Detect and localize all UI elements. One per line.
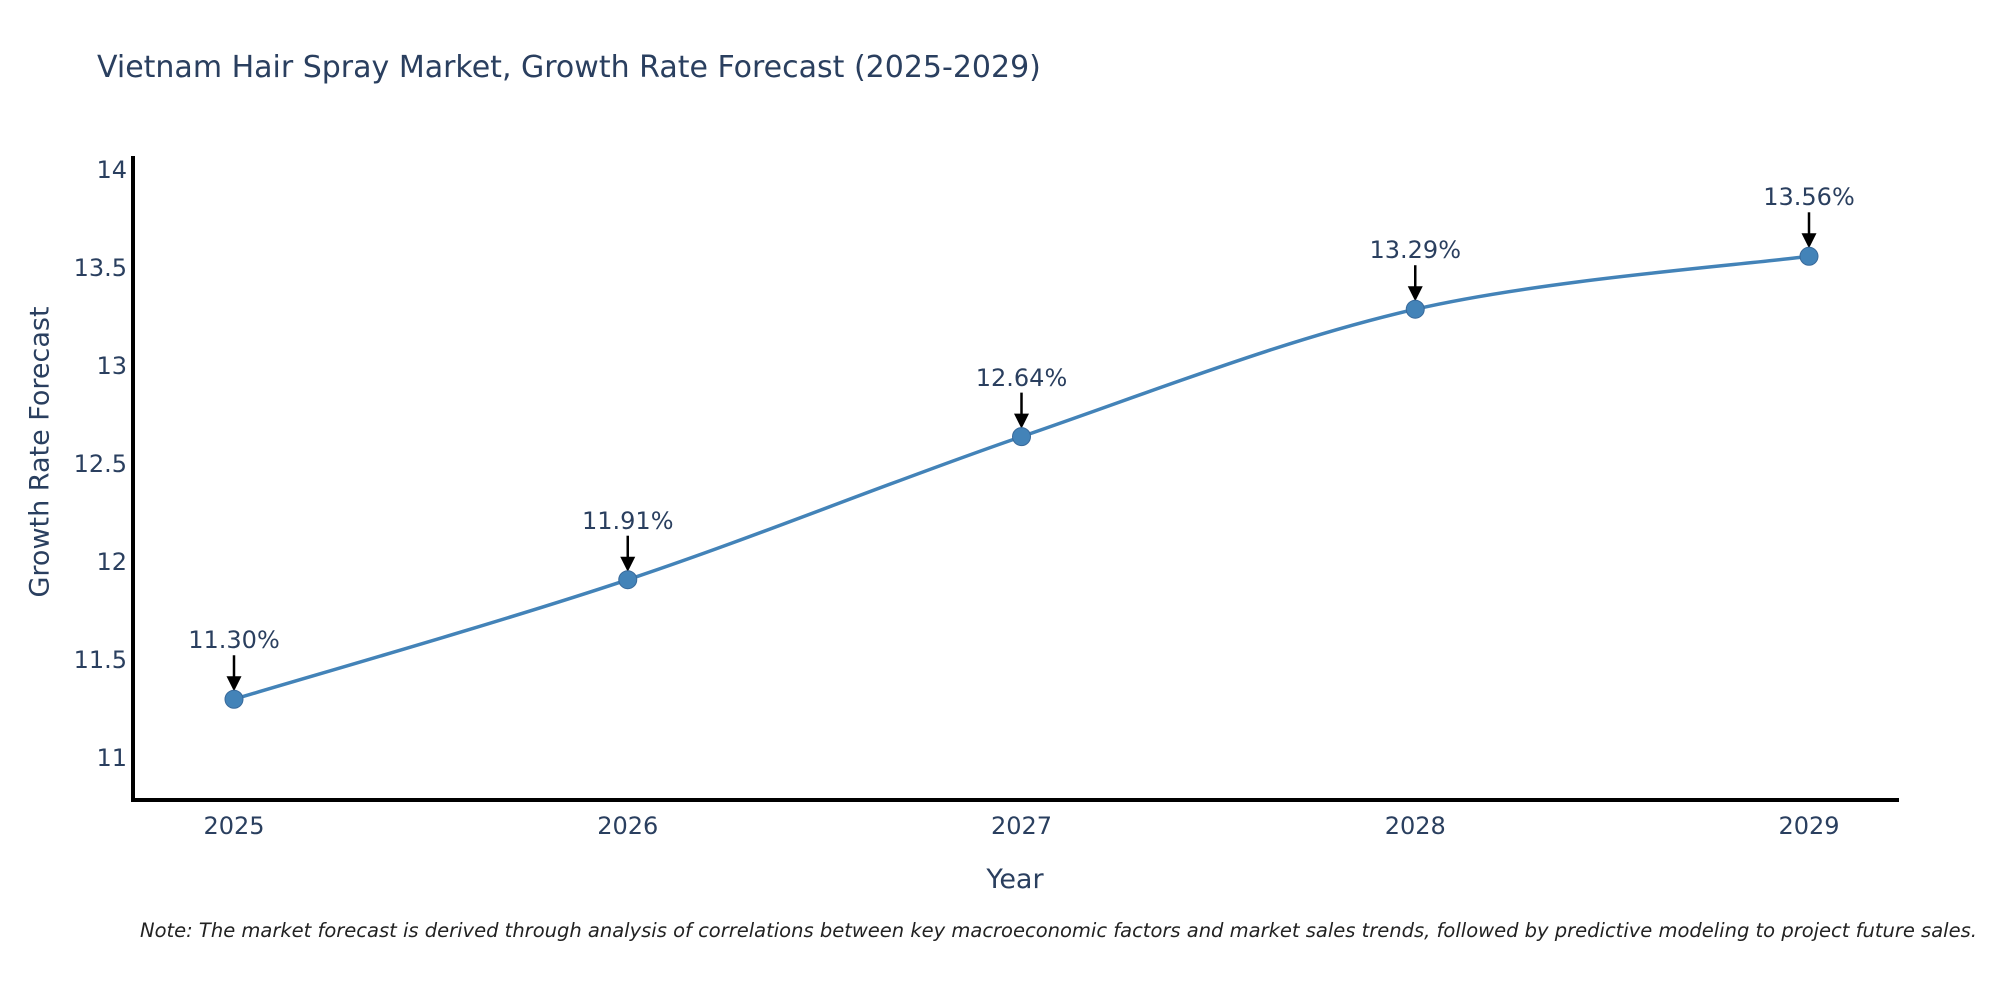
- forecast-line: [233, 254, 1810, 701]
- y-tick-label: 13.5: [73, 254, 127, 283]
- x-tick-label: 2026: [597, 812, 659, 840]
- footnote: Note: The market forecast is derived thr…: [140, 919, 1977, 942]
- annotation-arrowhead: [1014, 413, 1029, 429]
- point-value-label: 11.91%: [581, 506, 674, 535]
- point-value-label: 13.29%: [1369, 236, 1462, 265]
- annotation-arrowhead: [1407, 286, 1423, 302]
- y-tick-label: 11: [96, 744, 127, 773]
- annotation-arrowhead: [620, 556, 636, 572]
- annotation-arrowhead: [1801, 233, 1817, 249]
- point-value-label: 11.30%: [188, 626, 280, 655]
- data-point-marker[interactable]: [224, 689, 244, 709]
- chart-title: Vietnam Hair Spray Market, Growth Rate F…: [97, 50, 1041, 85]
- data-point-marker[interactable]: [1799, 246, 1819, 266]
- data-point-marker[interactable]: [1405, 299, 1425, 319]
- y-tick-label: 14: [96, 156, 127, 185]
- y-tick-label: 11.5: [73, 646, 127, 675]
- point-value-label: 13.56%: [1763, 183, 1855, 212]
- x-tick-label: 2029: [1778, 812, 1840, 840]
- annotation-arrowhead: [226, 676, 242, 692]
- data-point-marker[interactable]: [618, 570, 638, 590]
- y-tick-label: 12: [96, 548, 127, 577]
- x-tick-label: 2025: [203, 812, 265, 840]
- data-point-marker[interactable]: [1012, 427, 1031, 447]
- y-tick-label: 12.5: [73, 450, 127, 479]
- y-tick-label: 13: [96, 352, 127, 381]
- x-tick-label: 2027: [990, 812, 1053, 840]
- x-axis-title: Year: [986, 864, 1044, 895]
- x-tick-label: 2028: [1384, 812, 1446, 840]
- point-value-label: 12.64%: [975, 363, 1068, 392]
